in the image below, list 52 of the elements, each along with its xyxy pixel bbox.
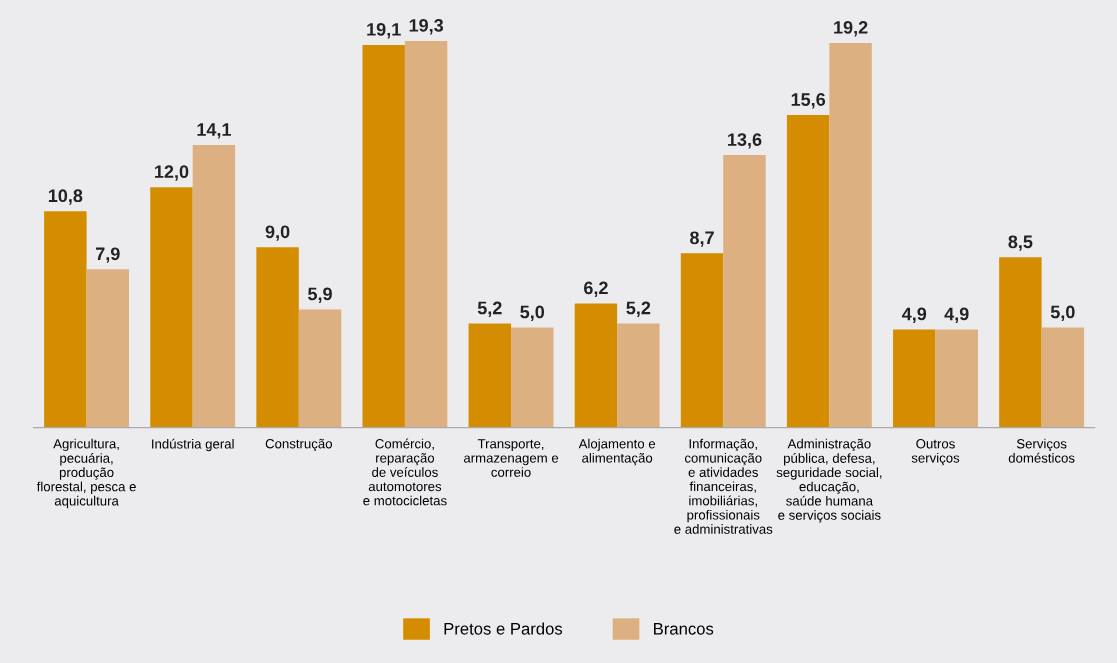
- data-label: 4,9: [944, 307, 969, 323]
- bar: [404, 40, 448, 428]
- bar: [192, 145, 236, 428]
- x-tick-label: Comércio, reparação de veículos automotores e motocicletas: [363, 438, 447, 506]
- x-tick-label: Construção: [265, 438, 332, 452]
- bar: [786, 115, 830, 428]
- data-label: 4,9: [901, 307, 927, 323]
- data-label: 14,1: [197, 123, 231, 139]
- bar: [723, 155, 766, 428]
- data-label: 5,2: [477, 301, 502, 317]
- bar: [680, 253, 724, 428]
- bar: [256, 247, 299, 428]
- bar: [1041, 327, 1085, 428]
- bar: [617, 323, 660, 428]
- bar: [362, 44, 405, 428]
- data-label: 5,0: [1050, 305, 1075, 321]
- data-label: 19,3: [409, 18, 444, 35]
- x-tick-label: Administração pública, defesa, seguridade social, educação, saúde humana e serviços sociais: [776, 438, 882, 523]
- legend-label: Brancos: [654, 623, 714, 635]
- bar: [44, 211, 87, 428]
- bar: [86, 269, 130, 428]
- bar: [468, 323, 512, 428]
- x-tick-label: Serviços domésticos: [1008, 438, 1075, 463]
- bar: [999, 257, 1042, 428]
- bar: [511, 327, 554, 428]
- data-label: 10,8: [48, 189, 83, 205]
- data-label: 7,9: [96, 247, 120, 263]
- x-tick-label: Outros serviços: [911, 439, 960, 466]
- x-tick-label: Informação, comunicação e atividades financeiras, imobiliárias, profissionais e administrativas: [674, 438, 773, 534]
- data-label: 15,6: [791, 93, 826, 109]
- bar: [150, 187, 193, 428]
- x-tick-label: Alojamento e alimentação: [578, 438, 656, 466]
- data-label: 8,5: [1008, 235, 1033, 251]
- x-tick-label: Agricultura, pecuária, produção florestal, pesca e aquicultura: [36, 438, 136, 509]
- bar: [298, 309, 342, 428]
- data-label: 6,2: [584, 281, 608, 297]
- legend-label: Pretos e Pardos: [444, 622, 563, 635]
- data-label: 19,1: [367, 22, 401, 39]
- data-label: 9,0: [265, 225, 290, 241]
- bar: [574, 303, 618, 428]
- data-label: 5,9: [308, 287, 332, 303]
- x-tick-label: Transporte, armazenagem e correio: [463, 439, 559, 477]
- x-tick-label: Indústria geral: [152, 438, 234, 452]
- bar: [829, 42, 872, 428]
- data-label: 5,0: [520, 305, 545, 321]
- data-label: 13,6: [728, 133, 762, 149]
- bar: [893, 329, 936, 428]
- bar: [935, 329, 978, 428]
- data-label: 12,0: [155, 165, 189, 181]
- data-label: 8,7: [690, 231, 714, 247]
- data-label: 19,2: [834, 20, 868, 37]
- data-label: 5,2: [626, 301, 651, 317]
